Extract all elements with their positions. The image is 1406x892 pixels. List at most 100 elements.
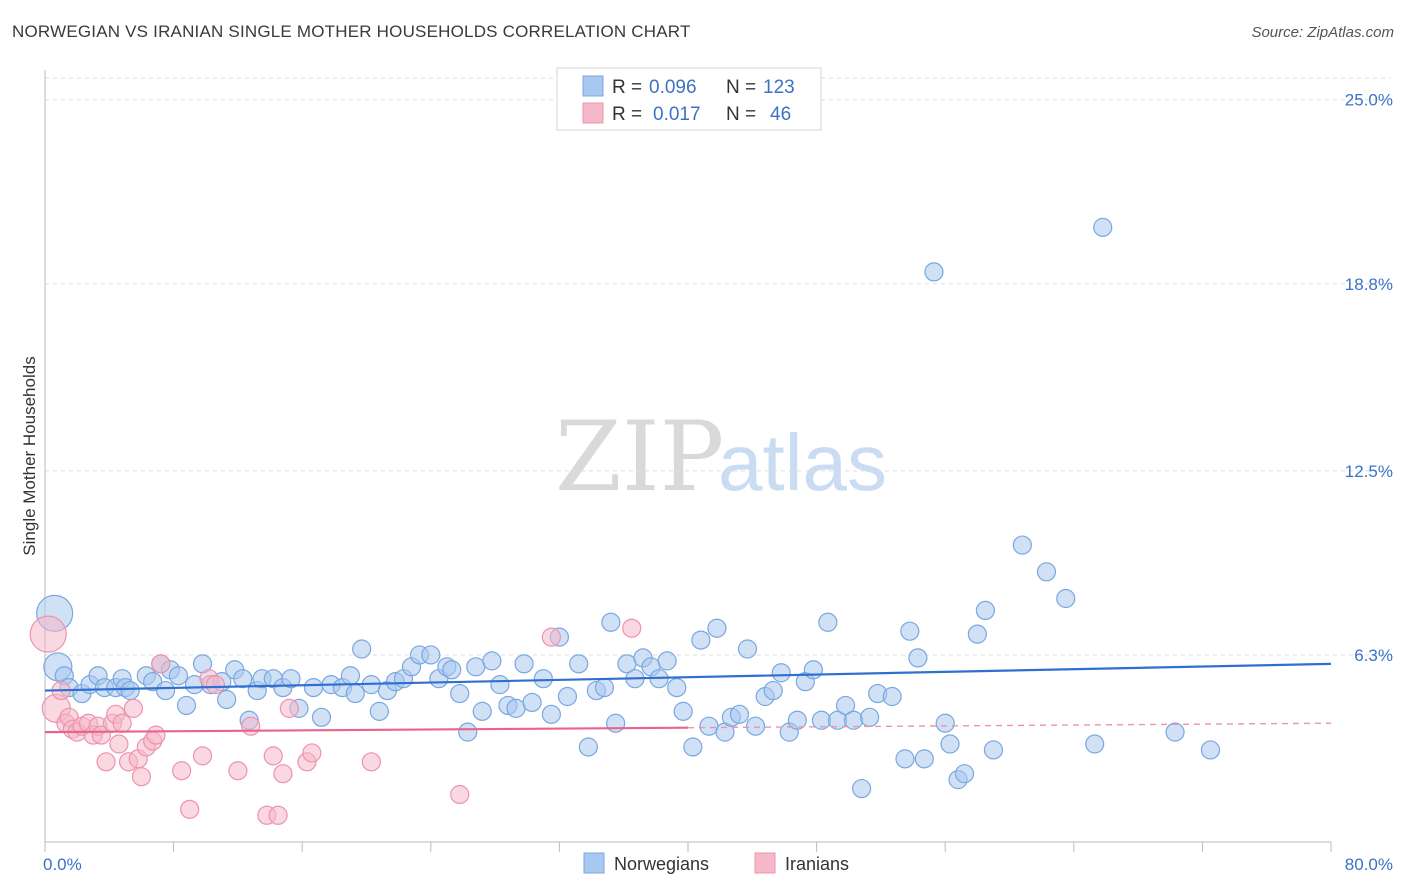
- norwegians-point-17: [168, 666, 189, 686]
- norwegians-point-70: [606, 713, 626, 733]
- norwegians-point-106: [908, 648, 928, 668]
- norwegians-point-121: [1165, 722, 1185, 742]
- y-tick-label-1: 12.5%: [1345, 462, 1393, 481]
- norwegians-point-54: [472, 701, 492, 721]
- norwegians-point-80: [691, 630, 711, 650]
- norwegians-point-82: [707, 618, 727, 638]
- norwegians-point-104: [895, 749, 915, 769]
- legend-n-value-2: 46: [770, 104, 791, 125]
- trendline-norwegians: [44, 662, 1332, 692]
- iranians-point-0: [29, 615, 67, 653]
- bottom-legend-label-norwegians: Norwegians: [614, 854, 709, 874]
- legend-swatch-norwegians: [582, 75, 604, 97]
- trendline-iranians: [44, 726, 689, 734]
- norwegians-point-86: [737, 639, 758, 659]
- iranians-point-40: [450, 784, 470, 805]
- norwegians-point-52: [458, 722, 478, 742]
- watermark: ZIP atlas: [555, 401, 887, 513]
- norwegians-point-96: [818, 612, 838, 632]
- norwegians-point-107: [914, 749, 934, 769]
- norwegians-point-101: [860, 707, 880, 727]
- y-tick-label-0: 6.3%: [1354, 646, 1393, 665]
- norwegians-point-114: [975, 600, 995, 621]
- norwegians-point-62: [541, 704, 561, 724]
- norwegians-point-53: [466, 657, 486, 677]
- norwegians-point-25: [233, 669, 253, 689]
- bottom-legend-swatch-iranians: [754, 852, 776, 874]
- norwegians-point-92: [787, 710, 807, 730]
- iranians-point-35: [273, 764, 293, 784]
- norwegians-point-58: [506, 698, 526, 718]
- norwegians-point-33: [303, 677, 324, 698]
- norwegians-point-11: [120, 680, 140, 701]
- norwegians-point-66: [578, 737, 598, 757]
- norwegians-point-119: [1093, 217, 1113, 237]
- trendlines: [44, 662, 1332, 734]
- y-tick-labels: 6.3% 12.5% 18.8% 25.0%: [1345, 91, 1393, 665]
- legend-swatch-iranians: [582, 102, 604, 124]
- norwegians-point-37: [340, 666, 361, 686]
- iranians-point-39: [361, 752, 381, 772]
- norwegians-point-112: [954, 764, 975, 784]
- x-tick-labels: 0.0% 80.0%: [43, 855, 1393, 874]
- norwegians-point-79: [683, 737, 703, 757]
- iranians-point-18: [123, 698, 144, 718]
- y-tick-label-3: 25.0%: [1345, 91, 1393, 110]
- norwegians-point-64: [557, 686, 578, 707]
- iranians-point-11: [91, 725, 111, 745]
- norwegians-point-77: [667, 677, 687, 698]
- norwegians-point-98: [835, 695, 856, 716]
- watermark-atlas: atlas: [718, 418, 887, 507]
- norwegians-point-110: [940, 734, 960, 754]
- norwegians-point-76: [657, 651, 677, 671]
- norwegians-point-94: [803, 660, 823, 680]
- bottom-legend: Norwegians Iranians: [583, 852, 849, 874]
- norwegians-point-59: [514, 654, 534, 674]
- norwegians-point-89: [763, 680, 783, 701]
- chart-source: Source: ZipAtlas.com: [1251, 24, 1394, 41]
- norwegians-point-18: [176, 695, 197, 716]
- bottom-legend-swatch-norwegians: [583, 852, 605, 874]
- iranians-point-33: [263, 746, 283, 766]
- iranians-point-38: [302, 743, 322, 763]
- watermark-zip: ZIP: [555, 401, 724, 513]
- gridlines: [45, 77, 1391, 656]
- norwegians-point-90: [771, 663, 791, 683]
- norwegians-point-100: [852, 778, 872, 799]
- iranians-point-34: [268, 805, 288, 825]
- iranians-point-27: [192, 746, 213, 766]
- iranians-point-29: [205, 675, 225, 695]
- chart-title: NORWEGIAN VS IRANIAN SINGLE MOTHER HOUSE…: [12, 22, 691, 41]
- norwegians-point-41: [369, 701, 389, 721]
- norwegians-point-122: [1200, 740, 1221, 760]
- norwegians-point-39: [352, 639, 372, 659]
- norwegians-point-115: [983, 740, 1004, 760]
- norwegians-point-81: [699, 716, 719, 736]
- norwegians-point-50: [442, 660, 462, 680]
- x-tick-label-1: 80.0%: [1345, 855, 1393, 874]
- norwegians-point-118: [1056, 588, 1076, 609]
- iranians-point-41: [541, 627, 561, 647]
- norwegians-point-47: [421, 645, 441, 665]
- norwegians-point-56: [490, 675, 510, 695]
- iranians-point-31: [241, 716, 261, 736]
- iranians-point-16: [112, 713, 132, 733]
- iranians-point-15: [109, 734, 129, 754]
- norwegians-point-87: [745, 716, 766, 736]
- norwegians-point-51: [450, 683, 470, 704]
- legend-n-label-1: N =: [726, 77, 756, 98]
- legend-n-value-1: 123: [763, 77, 795, 98]
- norwegians-point-34: [311, 707, 332, 727]
- norwegians-point-60: [522, 692, 542, 713]
- norwegians-point-15: [155, 680, 176, 701]
- norwegians-point-109: [935, 713, 955, 733]
- legend: R = 0.096 N = 123 R = 0.017 N = 46: [556, 67, 822, 131]
- iranians-point-30: [228, 761, 248, 781]
- norwegians-point-78: [673, 701, 693, 721]
- iranians-point-36: [279, 698, 299, 718]
- norwegians-point-69: [601, 612, 621, 632]
- y-axis-label: Single Mother Households: [20, 356, 39, 555]
- y-tick-label-2: 18.8%: [1345, 275, 1393, 294]
- legend-r-value-2: 0.017: [653, 104, 701, 125]
